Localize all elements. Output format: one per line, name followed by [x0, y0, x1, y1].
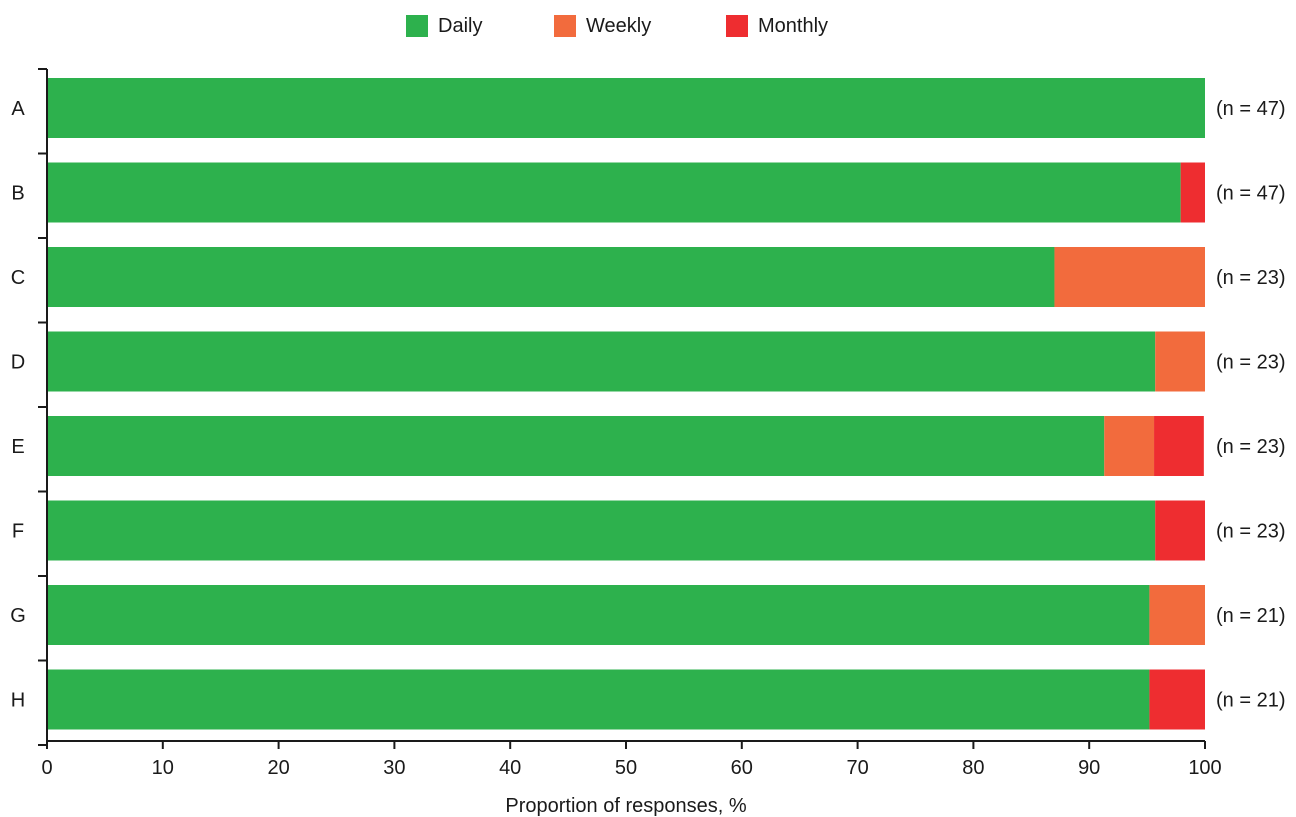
sample-size-label-h: (n = 21): [1216, 690, 1285, 712]
y-tick-label-c: C: [11, 267, 25, 289]
x-tick-label-80: 80: [962, 757, 984, 779]
sample-size-label-d: (n = 23): [1216, 352, 1285, 374]
sample-size-label-c: (n = 23): [1216, 267, 1285, 289]
legend-swatch-weekly: [554, 15, 576, 37]
y-tick-label-f: F: [12, 521, 24, 543]
bar-h-daily: [47, 669, 1150, 730]
bar-e-daily: [47, 416, 1105, 476]
x-tick-label-70: 70: [846, 757, 868, 779]
legend-label-daily: Daily: [438, 14, 483, 37]
bar-c-weekly: [1054, 247, 1205, 307]
bar-h-monthly: [1149, 669, 1205, 730]
bar-b-daily: [47, 162, 1181, 223]
x-tick-label-60: 60: [731, 757, 753, 779]
x-tick-label-0: 0: [41, 757, 52, 779]
chart-legend: Daily Weekly Monthly: [0, 10, 1296, 42]
sample-size-label-b: (n = 47): [1216, 183, 1285, 205]
bar-c-daily: [47, 247, 1055, 307]
x-tick-label-50: 50: [615, 757, 637, 779]
x-tick-label-20: 20: [267, 757, 289, 779]
legend-swatch-daily: [406, 15, 428, 37]
x-tick-label-40: 40: [499, 757, 521, 779]
x-tick-label-90: 90: [1078, 757, 1100, 779]
x-tick-label-30: 30: [383, 757, 405, 779]
legend-swatch-monthly: [726, 15, 748, 37]
legend-item-weekly: Weekly: [554, 10, 651, 42]
y-tick-label-g: G: [10, 605, 26, 627]
sample-size-label-e: (n = 23): [1216, 436, 1285, 458]
bar-g-daily: [47, 585, 1150, 645]
bar-g-weekly: [1149, 585, 1205, 645]
bar-e-weekly: [1104, 416, 1155, 476]
sample-size-label-g: (n = 21): [1216, 605, 1285, 627]
y-tick-label-e: E: [11, 436, 24, 458]
y-tick-label-h: H: [11, 690, 25, 712]
bar-a-daily: [47, 78, 1205, 138]
x-tick-label-10: 10: [152, 757, 174, 779]
bar-d-daily: [47, 331, 1156, 392]
bar-group: [47, 78, 1205, 730]
bar-d-weekly: [1155, 331, 1205, 392]
x-axis-label: Proportion of responses, %: [505, 795, 746, 817]
y-tick-label-b: B: [11, 183, 24, 205]
sample-size-label-a: (n = 47): [1216, 98, 1285, 120]
sample-size-label-f: (n = 23): [1216, 521, 1285, 543]
bar-b-monthly: [1180, 162, 1205, 223]
y-tick-label-a: A: [11, 98, 25, 120]
legend-label-weekly: Weekly: [586, 14, 652, 37]
axes: A (n = 47) B (n = 47) C (n = 23) D (n = 23) E (n …: [10, 68, 1285, 779]
legend-label-monthly: Monthly: [758, 14, 829, 37]
legend-item-daily: Daily: [406, 10, 482, 42]
bar-f-daily: [47, 500, 1156, 561]
legend-item-monthly: Monthly: [726, 10, 828, 42]
bar-f-monthly: [1155, 500, 1205, 561]
bar-e-monthly: [1154, 416, 1204, 476]
x-tick-label-100: 100: [1188, 757, 1221, 779]
y-tick-label-d: D: [11, 352, 25, 374]
